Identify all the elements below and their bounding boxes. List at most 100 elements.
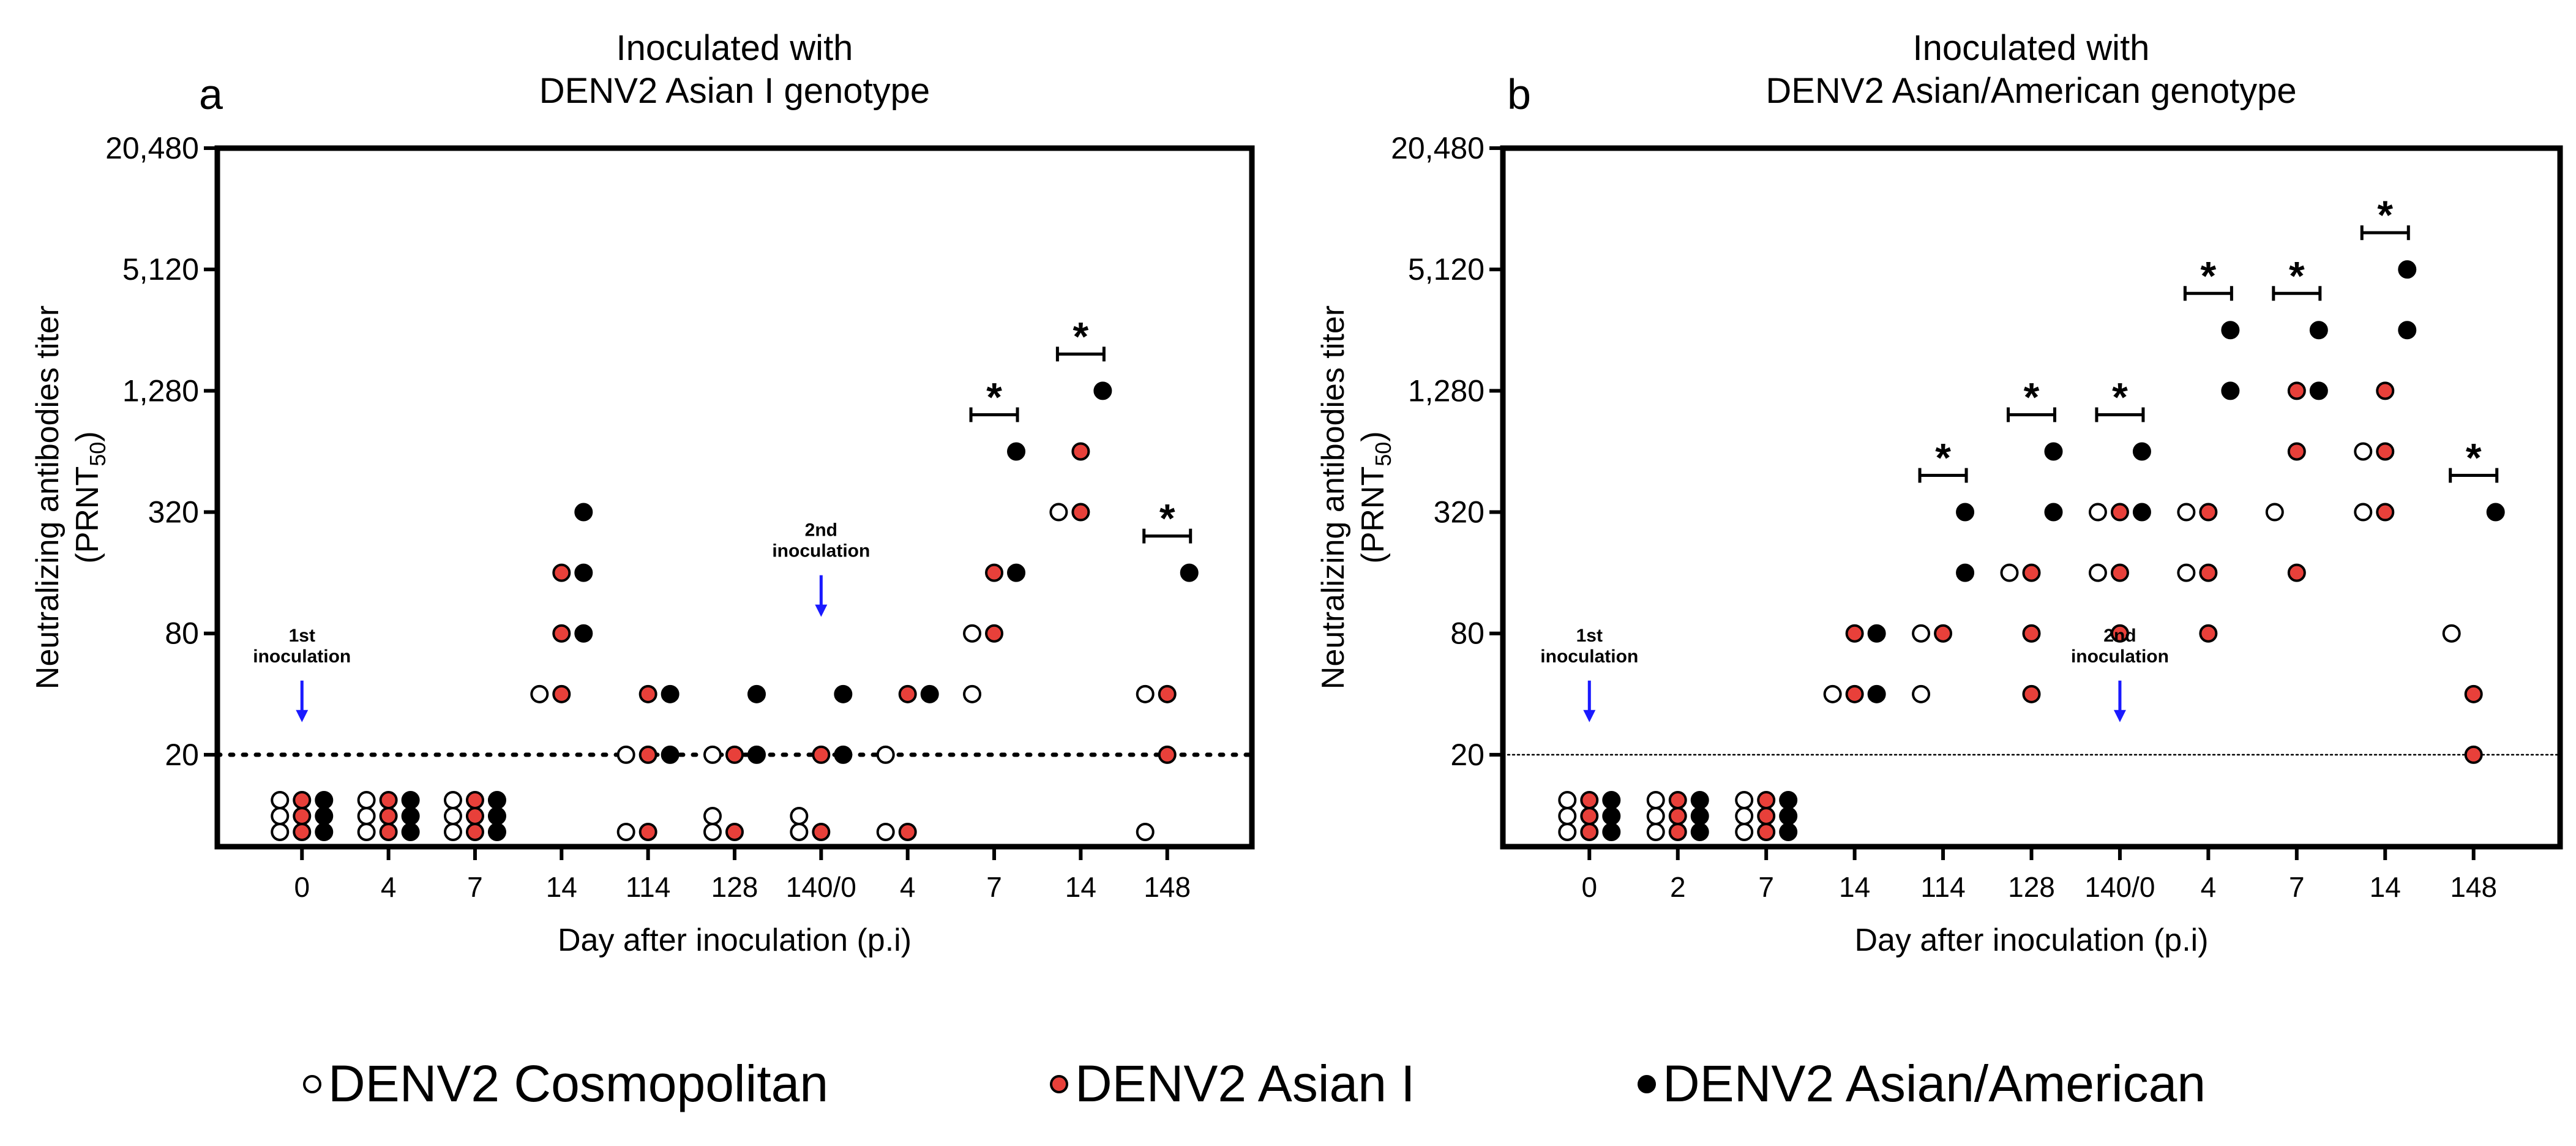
data-point-asian_i bbox=[379, 791, 398, 809]
inoculation-arrow-head bbox=[1583, 710, 1596, 722]
inoculation-arrow-head bbox=[296, 710, 309, 722]
x-axis-title: Day after inoculation (p.i) bbox=[1854, 923, 2208, 958]
data-point-asian_i bbox=[2464, 684, 2483, 703]
significance-star: * bbox=[2024, 374, 2040, 419]
data-point-cosmopolitan bbox=[1735, 823, 1754, 841]
inoculation-label: inoculation bbox=[253, 646, 351, 667]
data-point-asian_i bbox=[293, 807, 312, 825]
x-tick-label: 148 bbox=[2450, 871, 2497, 903]
y-unit-close: ) bbox=[70, 431, 105, 441]
data-point-asian_american bbox=[1602, 823, 1621, 841]
inoculation-label: 2nd bbox=[2103, 626, 2136, 646]
data-point-asian_american bbox=[1690, 823, 1709, 841]
data-point-cosmopolitan bbox=[1049, 503, 1068, 522]
y-tick-label: 80 bbox=[1450, 616, 1485, 651]
data-point-asian_i bbox=[465, 791, 484, 809]
data-point-asian_american bbox=[574, 624, 593, 643]
data-point-cosmopolitan bbox=[963, 624, 982, 643]
data-point-cosmopolitan bbox=[616, 823, 635, 841]
data-point-cosmopolitan bbox=[1646, 791, 1665, 809]
data-point-asian_i bbox=[2376, 503, 2395, 522]
data-point-cosmopolitan bbox=[2088, 563, 2107, 582]
data-point-asian_american bbox=[2132, 442, 2151, 461]
x-tick-label: 128 bbox=[2008, 871, 2055, 903]
data-point-asian_i bbox=[812, 823, 831, 841]
x-tick-label: 14 bbox=[1839, 871, 1870, 903]
y-unit-text: (PRNT bbox=[1355, 466, 1391, 564]
inoculation-label: 1st bbox=[1576, 626, 1603, 646]
inoculation-label: inoculation bbox=[772, 541, 870, 561]
data-point-asian_i bbox=[1845, 684, 1864, 703]
chart-title-line: Inoculated with bbox=[616, 28, 853, 68]
data-point-asian_american bbox=[1779, 791, 1798, 809]
data-point-asian_i bbox=[725, 745, 744, 764]
data-point-asian_american bbox=[315, 791, 334, 809]
data-point-asian_american bbox=[747, 684, 766, 703]
data-point-asian_i bbox=[1158, 745, 1177, 764]
x-tick-label: 14 bbox=[2370, 871, 2401, 903]
data-point-cosmopolitan bbox=[790, 823, 809, 841]
data-point-asian_i bbox=[2464, 745, 2483, 764]
data-point-cosmopolitan bbox=[1735, 807, 1754, 825]
data-point-asian_american bbox=[1779, 807, 1798, 825]
data-point-cosmopolitan bbox=[1646, 807, 1665, 825]
data-point-asian_i bbox=[1845, 624, 1864, 643]
data-point-asian_american bbox=[834, 684, 853, 703]
x-tick-label: 148 bbox=[1144, 871, 1191, 903]
chart-title-line: Inoculated with bbox=[1913, 28, 2150, 68]
data-point-asian_american bbox=[2044, 503, 2063, 522]
x-tick-label: 0 bbox=[1582, 871, 1598, 903]
plot-frame bbox=[1500, 145, 2563, 850]
significance-star: * bbox=[986, 374, 1002, 419]
data-point-asian_i bbox=[985, 563, 1004, 582]
data-point-asian_i bbox=[2022, 684, 2041, 703]
data-point-cosmopolitan bbox=[271, 807, 290, 825]
data-point-asian_i bbox=[898, 823, 917, 841]
significance-star: * bbox=[2377, 192, 2393, 238]
x-tick-label: 14 bbox=[1065, 871, 1096, 903]
significance-star: * bbox=[2112, 374, 2128, 419]
data-point-asian_american bbox=[1956, 563, 1975, 582]
data-point-cosmopolitan bbox=[876, 745, 895, 764]
x-tick-label: 7 bbox=[2289, 871, 2305, 903]
data-point-cosmopolitan bbox=[1558, 791, 1577, 809]
data-point-asian_american bbox=[487, 791, 506, 809]
data-point-asian_i bbox=[2022, 563, 2041, 582]
data-point-asian_american bbox=[574, 503, 593, 522]
data-point-cosmopolitan bbox=[1646, 823, 1665, 841]
y-tick-label: 20 bbox=[1450, 738, 1485, 772]
data-point-cosmopolitan bbox=[2354, 442, 2373, 461]
y-axis-unit: (PRNT50) bbox=[70, 431, 110, 563]
data-point-asian_i bbox=[2376, 442, 2395, 461]
legend-label-asian_i: DENV2 Asian I bbox=[1075, 1055, 1415, 1112]
y-tick-label: 20 bbox=[165, 738, 199, 772]
data-point-asian_american bbox=[2309, 381, 2328, 400]
x-tick-label: 114 bbox=[1920, 871, 1965, 903]
data-point-asian_american bbox=[747, 745, 766, 764]
data-point-asian_american bbox=[834, 745, 853, 764]
data-point-asian_i bbox=[465, 807, 484, 825]
data-point-asian_american bbox=[401, 791, 420, 809]
data-point-asian_i bbox=[638, 684, 657, 703]
data-point-asian_american bbox=[401, 823, 420, 841]
data-point-asian_american bbox=[1007, 442, 1026, 461]
data-point-asian_american bbox=[1867, 684, 1886, 703]
significance-star: * bbox=[2289, 253, 2305, 298]
x-tick-label: 2 bbox=[1670, 871, 1686, 903]
plot-frame bbox=[214, 145, 1255, 850]
inoculation-label: inoculation bbox=[1540, 646, 1638, 667]
y-unit-subscript: 50 bbox=[85, 442, 110, 466]
data-point-asian_american bbox=[920, 684, 939, 703]
data-point-cosmopolitan bbox=[357, 791, 376, 809]
data-point-asian_i bbox=[2287, 381, 2306, 400]
data-point-cosmopolitan bbox=[703, 807, 722, 825]
inoculation-arrow-head bbox=[2113, 710, 2126, 722]
data-point-cosmopolitan bbox=[1823, 684, 1842, 703]
data-point-asian_american bbox=[487, 823, 506, 841]
data-point-asian_american bbox=[1690, 791, 1709, 809]
data-point-asian_i bbox=[725, 823, 744, 841]
y-tick-label: 1,280 bbox=[1408, 373, 1485, 408]
inoculation-arrow-head bbox=[815, 604, 828, 617]
panel-letter: b bbox=[1507, 70, 1531, 118]
